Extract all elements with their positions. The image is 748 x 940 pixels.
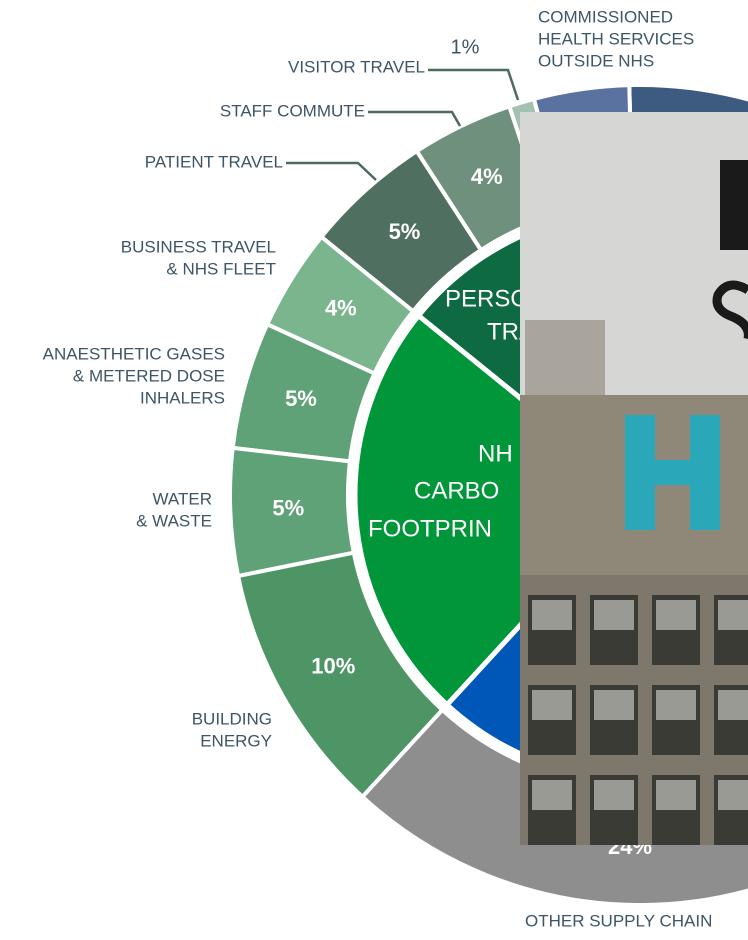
category-label: OTHER SUPPLY CHAIN — [525, 911, 712, 930]
photo-windows — [528, 595, 748, 845]
inner-label: CARBO — [414, 477, 499, 504]
photo-window-light — [656, 780, 696, 810]
photo-overlay — [520, 112, 748, 845]
inner-label: PERSO — [445, 285, 529, 312]
category-label: COMMISSIONED — [538, 7, 673, 26]
value-label: 5% — [272, 496, 304, 521]
value-label: 4% — [471, 164, 503, 189]
photo-letter — [720, 160, 748, 250]
inner-label: FOOTPRIN — [368, 515, 492, 542]
inner-label: NH — [478, 440, 513, 467]
value-label: 10% — [311, 654, 355, 679]
category-label: & WASTE — [136, 511, 212, 530]
photo-window-light — [718, 690, 748, 720]
chart: 1%4%5%4%5%5%10%24%COMMISSIONEDHEALTH SER… — [0, 0, 748, 940]
category-label: OUTSIDE NHS — [538, 51, 654, 70]
photo-window-light — [532, 600, 572, 630]
photo-window-light — [594, 690, 634, 720]
category-label: BUILDING — [192, 709, 272, 728]
photo-window-light — [532, 780, 572, 810]
category-label: BUSINESS TRAVEL — [121, 237, 276, 256]
photo-window-light — [718, 600, 748, 630]
leader-line — [286, 163, 376, 180]
photo-window-light — [656, 690, 696, 720]
value-label: 4% — [325, 295, 357, 320]
photo-window-light — [532, 690, 572, 720]
category-label: HEALTH SERVICES — [538, 29, 694, 48]
category-label: PATIENT TRAVEL — [145, 152, 283, 171]
photo-window-light — [594, 600, 634, 630]
category-label: ENERGY — [200, 731, 272, 750]
value-label: 5% — [389, 219, 421, 244]
category-label: WATER — [153, 489, 213, 508]
value-label: 1% — [451, 36, 480, 58]
photo-building — [525, 320, 605, 400]
category-label: STAFF COMMUTE — [220, 101, 365, 120]
photo-window-light — [594, 780, 634, 810]
category-label: INHALERS — [140, 388, 225, 407]
category-label: ANAESTHETIC GASES — [43, 344, 225, 363]
value-label: 5% — [285, 386, 317, 411]
category-label: & METERED DOSE — [73, 366, 225, 385]
category-label: & NHS FLEET — [166, 259, 276, 278]
leader-line — [428, 70, 518, 100]
photo-window-light — [718, 780, 748, 810]
photo-window-light — [656, 600, 696, 630]
category-label: VISITOR TRAVEL — [288, 57, 425, 76]
leader-line — [368, 112, 460, 126]
